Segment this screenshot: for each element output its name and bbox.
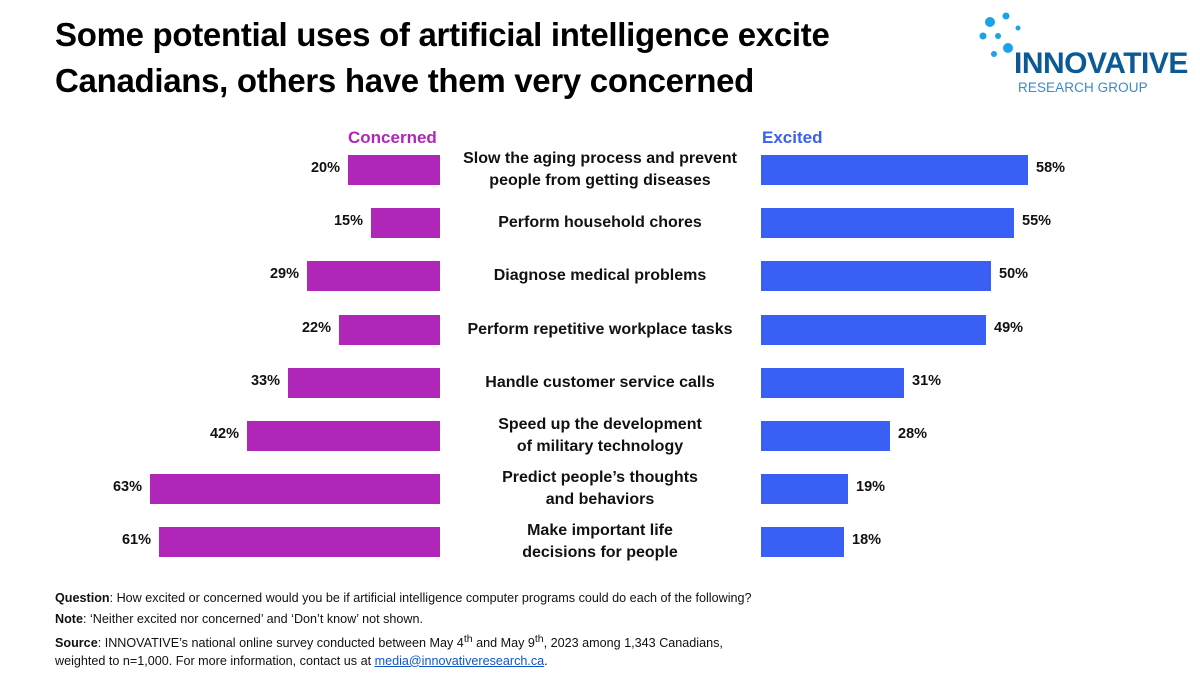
category-label: Perform household chores: [455, 212, 745, 234]
question-note: Question: How excited or concerned would…: [55, 590, 1155, 608]
innovative-logo: INNOVATIVE RESEARCH GROUP: [978, 10, 1188, 100]
category-label-line: Predict people’s thoughts: [502, 469, 698, 486]
category-label-line: Perform repetitive workplace tasks: [467, 321, 733, 338]
excited-value-label: 55%: [1022, 213, 1052, 229]
not-shown-note: Note: ‘Neither excited nor concerned’ an…: [55, 611, 1155, 629]
footnotes: Question: How excited or concerned would…: [55, 590, 1155, 670]
source-text: .: [544, 653, 548, 668]
concerned-value-label: 61%: [121, 532, 151, 548]
category-label-line: Diagnose medical problems: [493, 267, 707, 284]
category-label-line: Handle customer service calls: [485, 374, 715, 391]
source-text: weighted to n=1,000. For more informatio…: [55, 653, 375, 668]
concerned-bar: [307, 261, 440, 291]
logo-dots-icon: [979, 12, 1021, 57]
concerned-value-label: 20%: [310, 160, 340, 176]
chart-row: 42% 28% Speed up the development of militar…: [0, 416, 1200, 455]
concerned-bar: [150, 474, 440, 504]
chart-row: 15% 55% Perform household chores: [0, 208, 1200, 238]
category-label-line: Perform household chores: [498, 214, 702, 231]
excited-bar: [761, 155, 1028, 185]
category-label-line: Slow the aging process and prevent: [463, 150, 737, 167]
concerned-value-label: 15%: [333, 213, 363, 229]
concerned-value-label: 42%: [209, 426, 239, 442]
excited-bar: [761, 474, 848, 504]
legend-excited: Excited: [762, 128, 823, 147]
concerned-value-label: 33%: [250, 373, 280, 389]
source-text: , 2023 among 1,343 Canadians,: [543, 636, 723, 651]
category-label: Make important life decisions for people: [455, 520, 745, 564]
category-label-line: and behaviors: [545, 491, 655, 508]
concerned-value-label: 22%: [301, 320, 331, 336]
question-label: Question: [55, 591, 110, 605]
category-label-line: of military technology: [516, 438, 684, 455]
concerned-bar: [159, 527, 440, 557]
excited-value-label: 18%: [852, 532, 882, 548]
excited-value-label: 50%: [999, 266, 1029, 282]
category-label: Slow the aging process and prevent people…: [455, 148, 745, 192]
note-label: Note: [55, 611, 83, 626]
source-label: Source: [55, 636, 98, 651]
question-text: : How excited or concerned would you be …: [109, 591, 752, 605]
source-text: and May 9: [472, 636, 535, 651]
note-text: : ‘Neither excited nor concerned’ and ‘D…: [83, 611, 423, 626]
chart-row: 29% 50% Diagnose medical problems: [0, 261, 1200, 291]
category-label-line: people from getting diseases: [489, 172, 711, 189]
logo-subtitle: RESEARCH GROUP: [1018, 80, 1148, 95]
category-label: Perform repetitive workplace tasks: [455, 319, 745, 341]
excited-bar: [761, 261, 991, 291]
source-sup: th: [534, 633, 544, 645]
excited-bar: [761, 368, 904, 398]
concerned-bar: [288, 368, 440, 398]
title-line-1: Some potential uses of artificial intell…: [55, 16, 830, 53]
concerned-value-label: 29%: [269, 266, 299, 282]
legend-concerned: Concerned: [348, 128, 437, 147]
chart-row: 22% 49% Perform repetitive workplace tasks: [0, 315, 1200, 345]
excited-bar: [761, 315, 986, 345]
chart-row: 20% 58% Slow the aging process and prevent…: [0, 150, 1200, 189]
concerned-bar: [371, 208, 440, 238]
category-label-line: Speed up the development: [498, 416, 702, 433]
excited-value-label: 28%: [898, 426, 928, 442]
category-label: Handle customer service calls: [455, 372, 745, 394]
concerned-bar: [247, 421, 440, 451]
source-sup: th: [463, 633, 473, 645]
category-label: Speed up the development of military tech…: [455, 414, 745, 458]
concerned-bar: [348, 155, 440, 185]
contact-email-link[interactable]: media@innovativeresearch.ca: [374, 653, 545, 668]
excited-value-label: 19%: [856, 479, 886, 495]
excited-bar: [761, 208, 1014, 238]
chart-row: 63% 19% Predict people’s thoughts and behav…: [0, 469, 1200, 508]
chart-row: 61% 18% Make important life decisions for p…: [0, 522, 1200, 561]
concerned-value-label: 63%: [112, 479, 142, 495]
excited-value-label: 49%: [994, 320, 1024, 336]
concerned-bar: [339, 315, 440, 345]
category-label-line: Make important life: [527, 522, 673, 539]
category-label: Diagnose medical problems: [455, 265, 745, 287]
title-line-2: Canadians, others have them very concern…: [55, 62, 754, 99]
chart-row: 33% 31% Handle customer service calls: [0, 368, 1200, 398]
source-note: Source: INNOVATIVE’s national online sur…: [55, 631, 1155, 670]
category-label-line: decisions for people: [522, 544, 678, 561]
chart-title: Some potential uses of artificial intell…: [55, 12, 935, 104]
source-text: : INNOVATIVE’s national online survey co…: [97, 636, 464, 651]
logo-name: INNOVATIVE: [1014, 47, 1188, 80]
excited-value-label: 58%: [1036, 160, 1066, 176]
excited-value-label: 31%: [912, 373, 942, 389]
category-label: Predict people’s thoughts and behaviors: [455, 467, 745, 511]
excited-bar: [761, 421, 890, 451]
excited-bar: [761, 527, 844, 557]
